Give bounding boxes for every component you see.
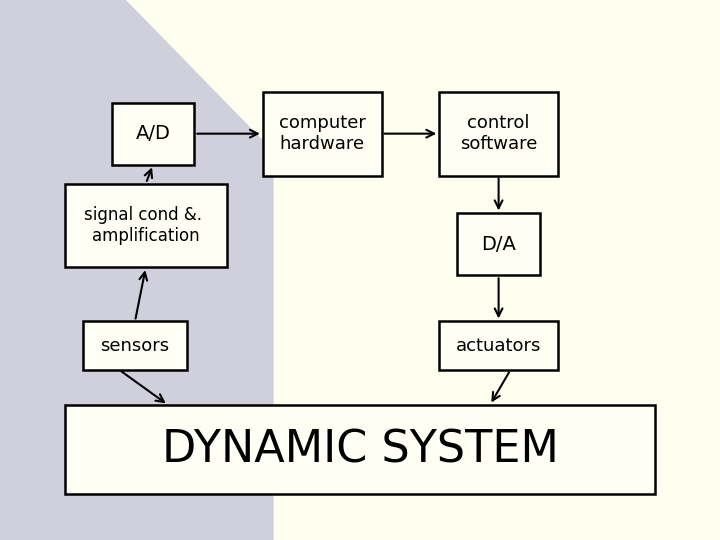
Text: DYNAMIC SYSTEM: DYNAMIC SYSTEM (161, 428, 559, 471)
Text: computer
hardware: computer hardware (279, 114, 366, 153)
Polygon shape (0, 0, 274, 540)
Bar (263, 92, 382, 176)
Bar (65, 184, 227, 267)
Bar (457, 213, 540, 275)
Bar (439, 92, 558, 176)
Text: actuators: actuators (456, 336, 541, 355)
Text: sensors: sensors (100, 336, 170, 355)
Text: signal cond &. 
amplification: signal cond &. amplification (84, 206, 207, 245)
Bar (83, 321, 187, 370)
Text: D/A: D/A (481, 235, 516, 254)
Bar (439, 321, 558, 370)
Text: A/D: A/D (135, 124, 171, 143)
Bar (65, 405, 655, 494)
Bar (112, 103, 194, 165)
Text: control
software: control software (460, 114, 537, 153)
